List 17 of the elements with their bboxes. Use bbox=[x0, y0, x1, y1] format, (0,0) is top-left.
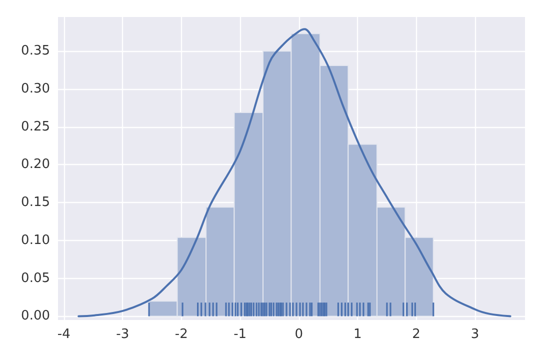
x-tick-label: 1 bbox=[353, 327, 362, 342]
x-tick-label: -4 bbox=[57, 327, 70, 342]
y-tick-label: 0.05 bbox=[21, 270, 50, 286]
x-tick-label: -2 bbox=[174, 327, 188, 342]
y-tick-label: 0.15 bbox=[21, 195, 50, 210]
y-tick-label: 0.25 bbox=[21, 119, 50, 134]
y-tick-label: 0.30 bbox=[21, 81, 50, 96]
y-tick-label: 0.10 bbox=[21, 232, 50, 248]
x-tick-label: 0 bbox=[294, 327, 303, 342]
y-tick-label: 0.00 bbox=[21, 308, 50, 324]
x-tick-label: 2 bbox=[412, 327, 420, 342]
x-tick-label: 3 bbox=[470, 327, 480, 342]
x-tick-label: -3 bbox=[116, 327, 130, 342]
x-tick-label: -1 bbox=[234, 327, 247, 342]
line-series bbox=[78, 28, 512, 318]
y-tick-label: 0.35 bbox=[21, 44, 50, 59]
y-tick-label: 0.20 bbox=[21, 157, 50, 172]
